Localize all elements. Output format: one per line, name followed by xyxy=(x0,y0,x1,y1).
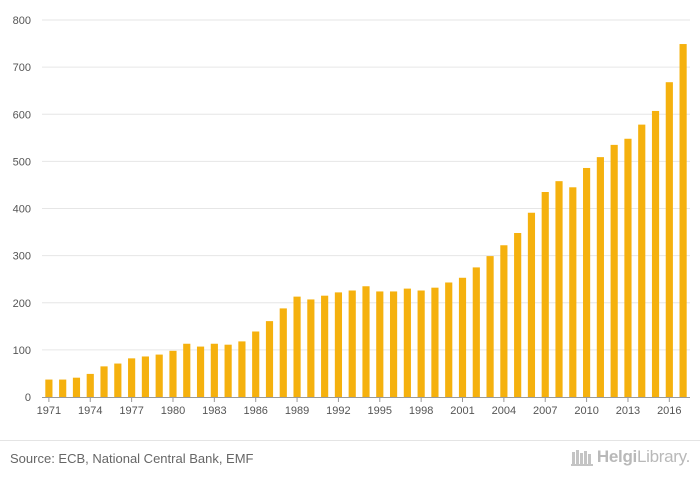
bar-1984 xyxy=(224,344,232,397)
bar-2013 xyxy=(624,138,632,397)
bar-2001 xyxy=(458,277,467,397)
bar-1988 xyxy=(279,308,287,397)
bar-1974 xyxy=(86,373,94,397)
bar-1971 xyxy=(45,379,53,397)
x-tick-label: 2004 xyxy=(492,405,516,417)
bar-2014 xyxy=(638,124,646,398)
bar-2003 xyxy=(486,256,494,397)
bar-1986 xyxy=(252,331,260,397)
x-tick-label: 2007 xyxy=(533,405,557,417)
bar-1997 xyxy=(403,288,411,397)
x-tick-label: 2016 xyxy=(657,405,681,417)
brand-name: HelgiLibrary. xyxy=(597,447,690,467)
footer-divider xyxy=(0,440,700,441)
y-tick-label: 800 xyxy=(13,15,31,27)
bar-2017 xyxy=(679,44,687,397)
y-tick-label: 700 xyxy=(13,62,31,74)
bar-1994 xyxy=(362,286,370,397)
x-tick-label: 1974 xyxy=(78,405,102,417)
library-icon xyxy=(570,450,593,466)
brand-logo: HelgiLibrary. xyxy=(570,447,690,467)
y-tick-label: 400 xyxy=(13,204,31,216)
y-tick-label: 500 xyxy=(13,156,31,168)
bar-1999 xyxy=(431,287,439,397)
x-tick-label: 2001 xyxy=(450,405,474,417)
y-tick-label: 600 xyxy=(13,109,31,121)
x-tick-label: 2013 xyxy=(616,405,640,417)
bar-1972 xyxy=(59,379,67,397)
x-tick-label: 1971 xyxy=(37,405,61,417)
x-tick-label: 2010 xyxy=(574,405,598,417)
source-note: Source: ECB, National Central Bank, EMF xyxy=(10,451,254,466)
bar-2009 xyxy=(569,187,577,397)
x-tick-label: 1980 xyxy=(161,405,185,417)
bar-2010 xyxy=(583,167,591,397)
bar-1973 xyxy=(72,377,81,397)
brand-name-prefix: Helgi xyxy=(596,447,637,466)
bar-1981 xyxy=(183,343,191,397)
brand-name-suffix: Library. xyxy=(636,447,690,466)
bar-1998 xyxy=(417,290,425,397)
y-tick-label: 100 xyxy=(13,345,31,357)
bar-1991 xyxy=(321,295,329,397)
bar-1995 xyxy=(376,291,384,397)
bar-1992 xyxy=(334,292,343,397)
bar-1977 xyxy=(128,358,136,397)
bar-2015 xyxy=(651,110,660,398)
bar-2016 xyxy=(665,82,673,397)
bar-2004 xyxy=(500,245,508,397)
bar-1987 xyxy=(265,321,274,397)
bar-1975 xyxy=(100,366,108,397)
x-tick-label: 1995 xyxy=(368,405,392,417)
x-tick-label: 1977 xyxy=(119,405,143,417)
bar-1978 xyxy=(141,356,149,397)
x-tick-label: 1992 xyxy=(326,405,350,417)
y-tick-label: 200 xyxy=(13,298,31,310)
x-tick-label: 1989 xyxy=(285,405,309,417)
bar-1996 xyxy=(389,291,398,397)
bar-1979 xyxy=(155,354,163,397)
bar-2005 xyxy=(514,233,522,397)
bar-chart: 0 100 200 300 400 500 600 700 800 1971 1974 1977 198… xyxy=(13,15,690,417)
bar-2011 xyxy=(596,157,604,397)
x-tick-label: 1998 xyxy=(409,405,433,417)
y-tick-label: 300 xyxy=(13,251,31,263)
bar-2008 xyxy=(555,181,563,397)
bar-2000 xyxy=(445,282,453,397)
bar-1985 xyxy=(238,341,246,397)
bar-2002 xyxy=(472,267,480,397)
bar-2012 xyxy=(610,144,618,397)
bar-1982 xyxy=(196,346,205,397)
y-tick-label: 0 xyxy=(25,392,31,404)
x-tick-label: 1983 xyxy=(202,405,226,417)
bar-1980 xyxy=(169,350,177,397)
bar-1989 xyxy=(293,296,301,397)
bar-1993 xyxy=(348,290,356,397)
bar-1976 xyxy=(114,363,122,397)
x-tick-label: 1986 xyxy=(243,405,267,417)
bar-1983 xyxy=(210,343,218,397)
bar-1990 xyxy=(307,299,315,397)
bar-2006 xyxy=(527,212,536,397)
bar-2007 xyxy=(541,192,549,397)
